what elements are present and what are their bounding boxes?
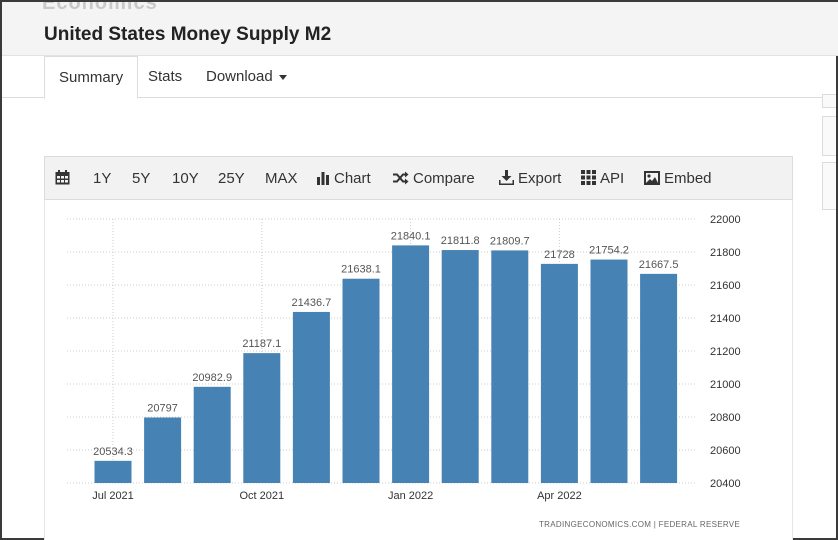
calendar-icon[interactable] — [55, 157, 74, 201]
y-tick-label: 21600 — [710, 280, 741, 292]
tab-summary[interactable]: Summary — [44, 56, 139, 99]
tab-download-label: Download — [206, 68, 273, 85]
range-10y[interactable]: 10Y — [172, 170, 199, 187]
y-tick-label: 20800 — [710, 412, 741, 424]
bar[interactable] — [144, 417, 182, 483]
site-logo[interactable]: Economics — [42, 2, 158, 14]
chart-panel: 20400 20600 20800 21000 21200 21400 21600 21800… — [44, 200, 793, 540]
bar[interactable] — [590, 259, 628, 483]
data-label: 20982.9 — [192, 372, 232, 384]
bar-chart-icon — [317, 172, 329, 185]
bar[interactable] — [491, 250, 529, 483]
tab-bar: Summary Stats Download — [2, 56, 824, 99]
export-button[interactable]: Export — [498, 157, 562, 201]
top-strip: Economics — [2, 2, 838, 16]
y-tick-label: 20600 — [710, 445, 741, 457]
bar[interactable] — [292, 311, 330, 483]
chart-button-label: Chart — [334, 170, 371, 187]
api-button-label: API — [600, 170, 625, 187]
bar[interactable] — [243, 353, 281, 483]
download-icon — [498, 170, 515, 186]
compare-button-label: Compare — [413, 170, 475, 187]
bar[interactable] — [94, 460, 132, 483]
x-tick-label: Oct 2021 — [239, 490, 284, 502]
tab-download[interactable]: Download — [206, 56, 287, 98]
bar[interactable] — [392, 245, 430, 483]
y-tick-label: 21200 — [710, 346, 741, 358]
caret-down-icon — [278, 74, 287, 80]
data-label: 21840.1 — [391, 230, 431, 242]
data-label: 21728 — [544, 249, 575, 261]
right-edge-tabs — [822, 56, 836, 256]
bar[interactable] — [540, 263, 578, 483]
data-label: 20534.3 — [93, 446, 133, 458]
y-tick-label: 20400 — [710, 478, 741, 490]
y-tick-label: 21800 — [710, 247, 741, 259]
page-header: United States Money Supply M2 — [2, 16, 838, 56]
page-title: United States Money Supply M2 — [44, 24, 332, 45]
api-button[interactable]: API — [581, 157, 624, 201]
embed-button-label: Embed — [664, 170, 712, 187]
shuffle-icon — [393, 171, 409, 185]
x-tick-label: Apr 2022 — [537, 490, 582, 502]
chart-button[interactable]: Chart — [316, 157, 371, 201]
embed-button[interactable]: Embed — [644, 157, 712, 201]
range-1y[interactable]: 1Y — [93, 170, 112, 187]
y-tick-label: 21000 — [710, 379, 741, 391]
y-tick-label: 22000 — [710, 214, 741, 226]
chart-toolbar: 1Y 5Y 10Y 25Y MAX Chart Compare Export A… — [44, 156, 793, 200]
x-tick-label: Jul 2021 — [92, 490, 134, 502]
bar[interactable] — [441, 250, 479, 483]
compare-button[interactable]: Compare — [392, 157, 475, 201]
x-tick-label: Jan 2022 — [388, 490, 433, 502]
data-label: 21436.7 — [292, 297, 332, 309]
range-5y[interactable]: 5Y — [132, 170, 151, 187]
data-label: 21187.1 — [242, 338, 281, 350]
data-label: 21638.1 — [341, 264, 381, 276]
bar[interactable] — [640, 273, 678, 483]
image-icon — [644, 171, 660, 185]
data-label: 21754.2 — [589, 245, 629, 257]
data-label: 21811.8 — [441, 235, 480, 247]
grid-icon — [581, 170, 596, 185]
export-button-label: Export — [518, 170, 562, 187]
data-label: 21667.5 — [639, 259, 679, 271]
chart-source: TRADINGECONOMICS.COM | FEDERAL RESERVE — [539, 520, 741, 529]
y-tick-label: 21400 — [710, 313, 741, 325]
tab-stats[interactable]: Stats — [148, 68, 183, 85]
data-label: 21809.7 — [490, 235, 530, 247]
bar[interactable] — [193, 386, 231, 483]
range-max[interactable]: MAX — [265, 170, 298, 187]
bar-chart: 20400 20600 20800 21000 21200 21400 21600 21800… — [67, 214, 741, 502]
data-label: 20797 — [147, 402, 178, 414]
bar[interactable] — [342, 278, 380, 483]
range-25y[interactable]: 25Y — [218, 170, 245, 187]
